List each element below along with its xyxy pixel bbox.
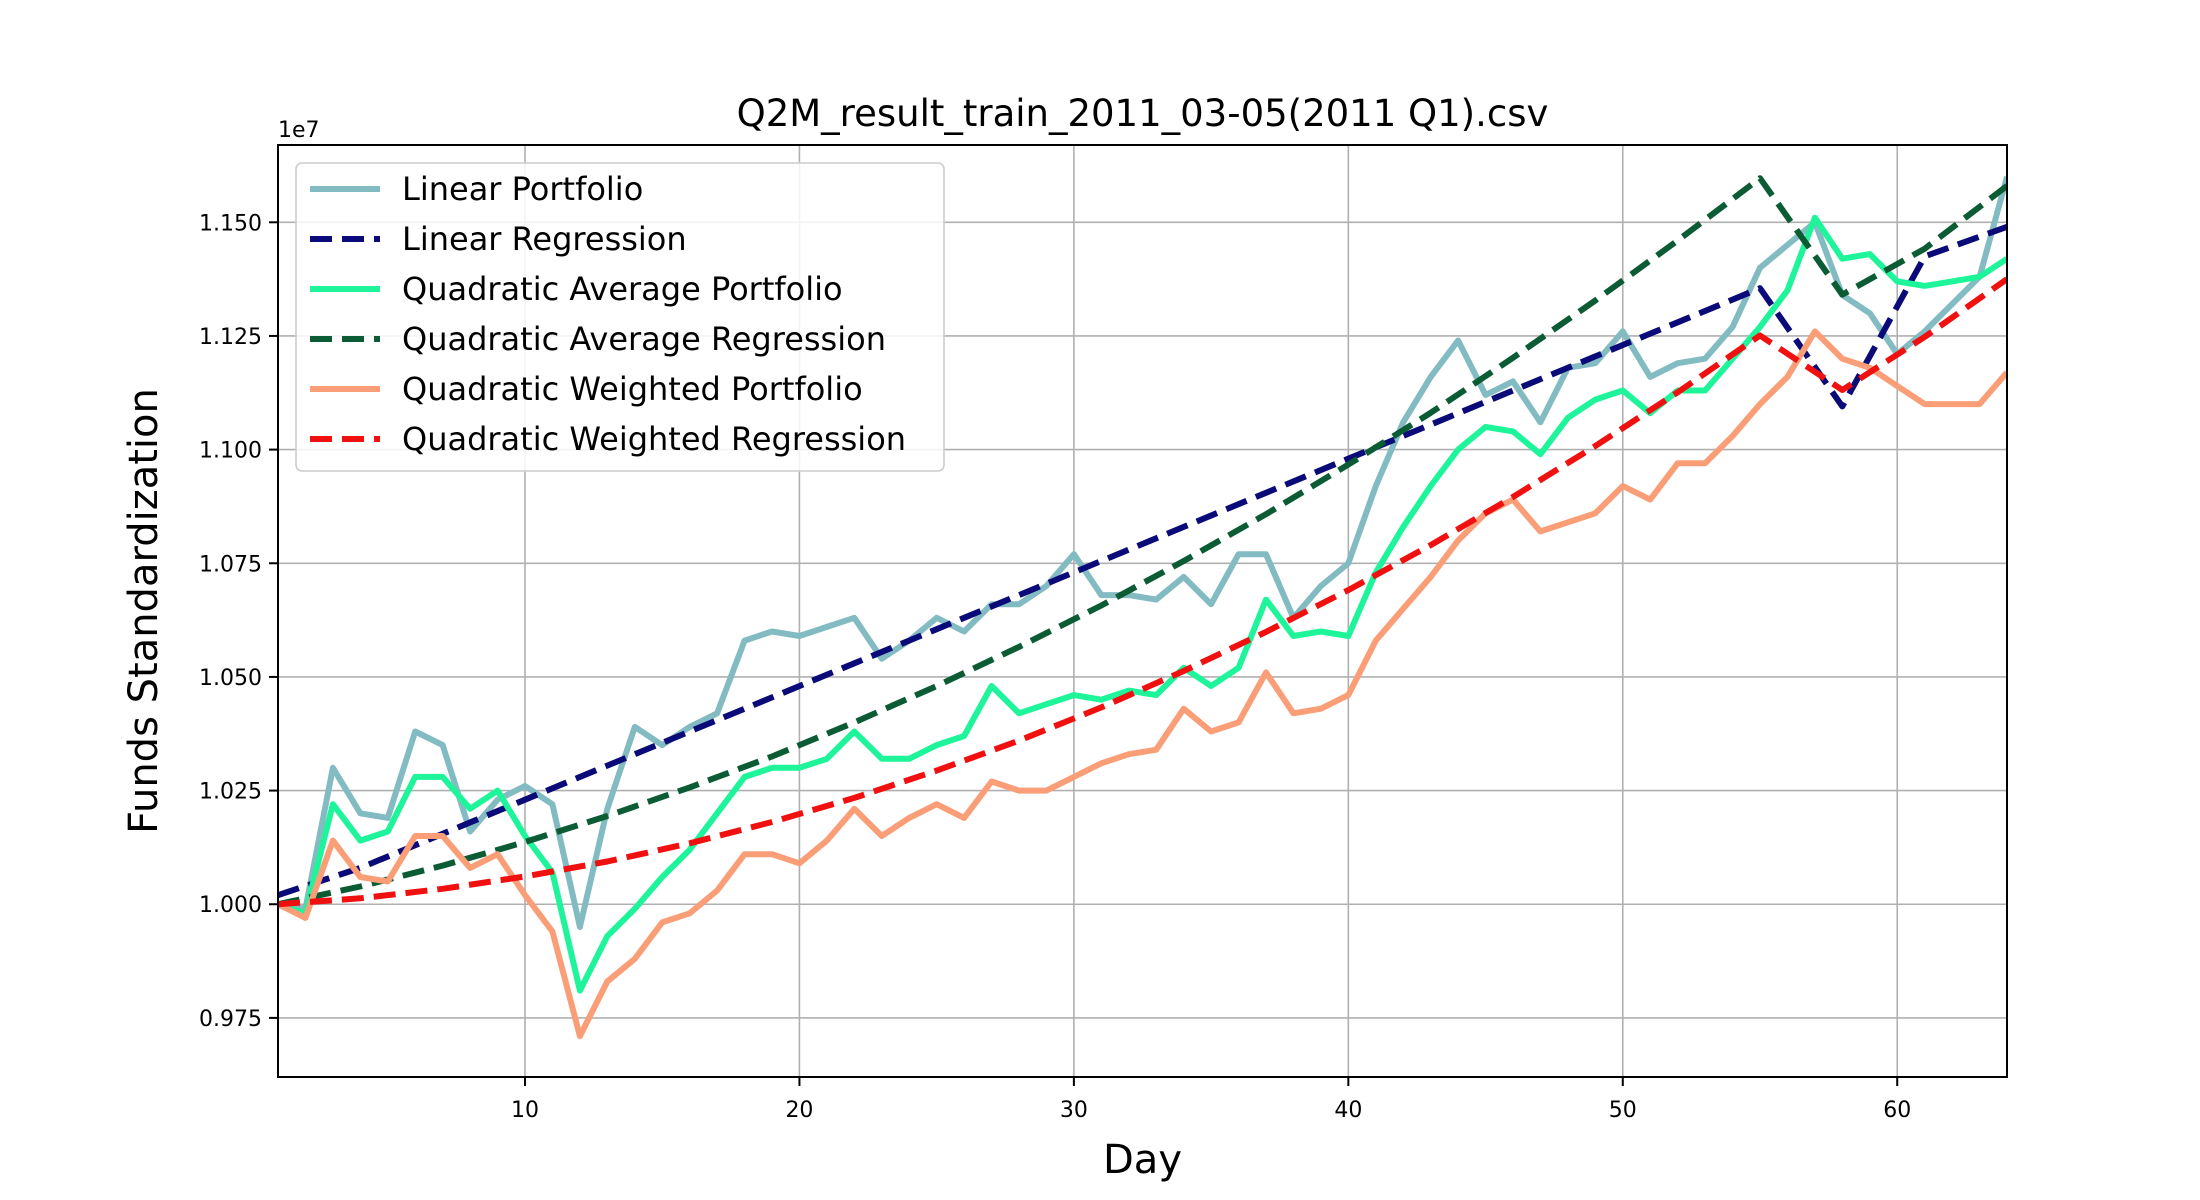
- x-tick-label: 40: [1334, 1098, 1362, 1123]
- legend-entry-label: Quadratic Weighted Regression: [402, 420, 906, 458]
- x-tick-label: 60: [1883, 1098, 1911, 1123]
- legend-entry-label: Quadratic Average Portfolio: [402, 270, 843, 308]
- plot-frame: [277, 144, 2008, 1078]
- series-line-0: [278, 176, 2007, 930]
- legend-box: [295, 162, 945, 472]
- legend-entry-label: Linear Regression: [402, 220, 687, 258]
- legend-entry-label: Quadratic Weighted Portfolio: [402, 370, 863, 408]
- x-tick-label: 20: [785, 1098, 813, 1123]
- y-axis-ticks: 0.975 1.000 1.025 1.050 1.075 1.100 1.125 1.150: [199, 211, 278, 1032]
- y-axis-label: Funds Standardization: [121, 388, 167, 834]
- y-tick-label: 1.050: [199, 666, 262, 691]
- x-axis-ticks: 10 20 30 40 50 60: [511, 1077, 1911, 1123]
- grid: [278, 145, 2007, 1077]
- y-tick-label: 1.075: [199, 552, 262, 577]
- series-line-5: [278, 276, 2007, 908]
- x-tick-label: 10: [511, 1098, 539, 1123]
- series-line-4: [278, 328, 2007, 1040]
- series-lines: [278, 175, 2007, 1040]
- series-line-1: [278, 223, 2007, 898]
- legend-entry-label: Quadratic Average Regression: [402, 320, 886, 358]
- x-tick-label: 50: [1609, 1098, 1637, 1123]
- x-axis-label: Day: [1103, 1137, 1182, 1183]
- legend-entry-label: Linear Portfolio: [402, 170, 643, 208]
- legend: Linear Portfolio Linear Regression Quadrat…: [295, 162, 945, 472]
- y-tick-label: 1.000: [199, 893, 262, 918]
- chart-title: Q2M_result_train_2011_03-05(2011 Q1).csv: [737, 92, 1549, 135]
- y-tick-label: 1.025: [199, 780, 262, 805]
- x-tick-label: 30: [1060, 1098, 1088, 1123]
- y-tick-label: 1.125: [199, 325, 262, 350]
- y-axis-offset-label: 1e7: [278, 118, 320, 143]
- series-line-2: [278, 214, 2007, 994]
- y-tick-label: 0.975: [199, 1007, 262, 1032]
- y-tick-label: 1.150: [199, 211, 262, 236]
- series-line-3: [278, 175, 2007, 908]
- y-tick-label: 1.100: [199, 439, 262, 464]
